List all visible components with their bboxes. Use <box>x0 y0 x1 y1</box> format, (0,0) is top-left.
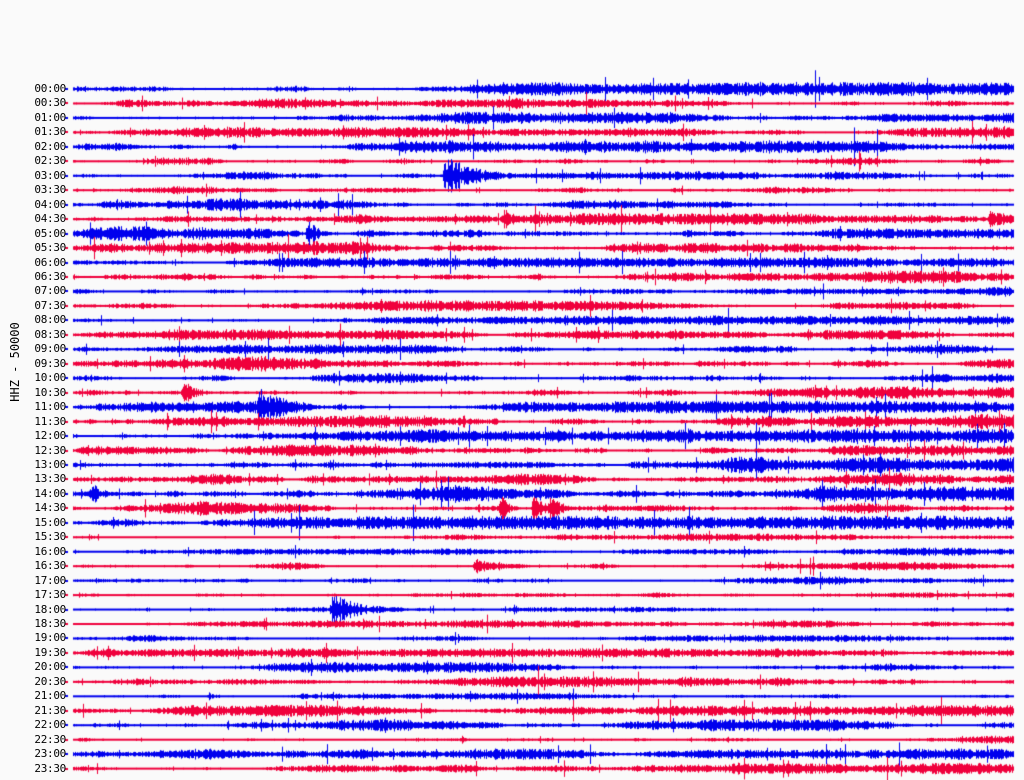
time-label: 07:30 <box>34 298 66 312</box>
time-label: 23:30 <box>34 761 66 775</box>
time-label: 14:00 <box>34 486 66 500</box>
time-label: 05:00 <box>34 226 66 240</box>
time-label: 03:30 <box>34 183 66 197</box>
time-label: 19:00 <box>34 631 66 645</box>
time-label: 21:30 <box>34 703 66 717</box>
time-label: 16:30 <box>34 559 66 573</box>
time-label: 12:30 <box>34 443 66 457</box>
time-label: 11:30 <box>34 414 66 428</box>
time-label: 06:00 <box>34 255 66 269</box>
time-label: 08:30 <box>34 327 66 341</box>
time-label: 12:00 <box>34 429 66 443</box>
time-label: 00:30 <box>34 96 66 110</box>
time-label: 01:30 <box>34 125 66 139</box>
time-label: 15:30 <box>34 530 66 544</box>
time-label: 18:00 <box>34 602 66 616</box>
time-label: 04:00 <box>34 197 66 211</box>
time-label: 09:30 <box>34 356 66 370</box>
time-label: 04:30 <box>34 212 66 226</box>
time-label: 07:00 <box>34 284 66 298</box>
time-label: 10:30 <box>34 385 66 399</box>
time-label: 21:00 <box>34 689 66 703</box>
time-label: 02:00 <box>34 139 66 153</box>
time-label: 00:00 <box>34 82 66 95</box>
time-label: 15:00 <box>34 515 66 529</box>
time-label: 19:30 <box>34 645 66 659</box>
time-label: 20:30 <box>34 674 66 688</box>
time-axis-labels: 00:00 00:30 01:00 01:30 02:00 02:30 03:00 03:30… <box>0 0 70 780</box>
time-label: 17:30 <box>34 588 66 602</box>
time-label: 13:00 <box>34 457 66 471</box>
time-label: 13:30 <box>34 472 66 486</box>
time-label: 16:00 <box>34 544 66 558</box>
time-label: 23:00 <box>34 747 66 761</box>
time-label: 02:30 <box>34 154 66 168</box>
time-label: 08:00 <box>34 313 66 327</box>
time-label: 01:00 <box>34 110 66 124</box>
time-label: 18:30 <box>34 617 66 631</box>
time-label: 09:00 <box>34 342 66 356</box>
time-label: 22:30 <box>34 732 66 746</box>
time-label: 06:30 <box>34 269 66 283</box>
time-label: 10:00 <box>34 371 66 385</box>
time-label: 17:00 <box>34 573 66 587</box>
time-label: 05:30 <box>34 241 66 255</box>
time-label: 14:30 <box>34 501 66 515</box>
time-label: 20:00 <box>34 660 66 674</box>
time-label: 03:00 <box>34 168 66 182</box>
time-label: 11:00 <box>34 400 66 414</box>
time-label: 22:00 <box>34 718 66 732</box>
